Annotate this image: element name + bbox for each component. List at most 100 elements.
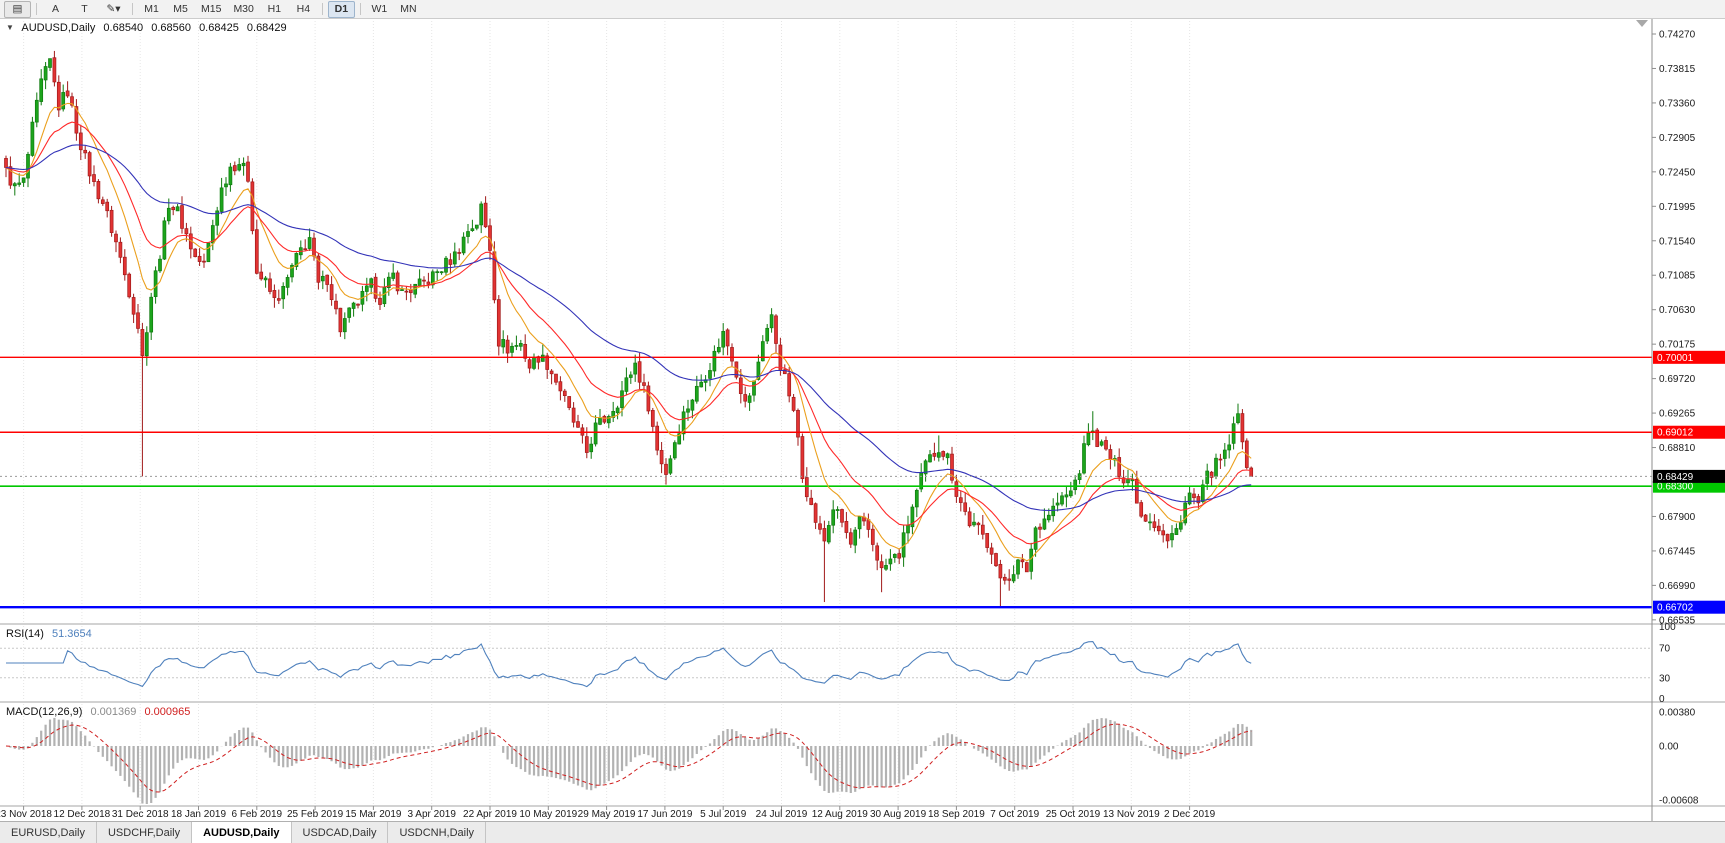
candle-body (1218, 458, 1223, 461)
chart-windows-icon[interactable]: ▤ (4, 0, 31, 18)
candle-body (237, 164, 242, 171)
candle-body (840, 509, 844, 523)
candle-body (175, 206, 180, 212)
candle-body (906, 525, 910, 534)
candle-body (664, 463, 668, 475)
candle-body (224, 183, 228, 188)
drawing-tools-button[interactable]: ✎▾ (106, 3, 121, 15)
tab-usdchf[interactable]: USDCHF,Daily (96, 822, 193, 843)
candle-body (994, 553, 998, 567)
candle-body (681, 411, 686, 435)
timeframe-h4-button[interactable]: H4 (296, 3, 311, 15)
candle-body (56, 81, 61, 111)
date-axis-label: 25 Oct 2019 (1046, 809, 1101, 820)
candle-body (897, 553, 902, 559)
candle-body (312, 237, 316, 257)
candle-body (1139, 502, 1144, 517)
timeframe-d1-button[interactable]: D1 (327, 0, 355, 18)
candle-body (738, 377, 743, 394)
tab-usdcnh[interactable]: USDCNH,Daily (388, 822, 487, 843)
price-axis-label: 0.69265 (1659, 409, 1696, 420)
candle-body (479, 203, 484, 226)
timeframe-mn-button[interactable]: MN (400, 3, 417, 15)
candle-body (382, 286, 387, 305)
tab-usdcad[interactable]: USDCAD,Daily (291, 822, 389, 843)
text-tool-button[interactable]: T (81, 3, 88, 15)
macd-axis-label: -0.00608 (1659, 796, 1699, 807)
collapse-chart-icon[interactable]: ▼ (6, 23, 14, 32)
rsi-title: RSI(14) (6, 628, 44, 640)
ohlc-open: 0.68540 (103, 22, 144, 34)
level-price-badge (1653, 600, 1725, 614)
candle-body (329, 284, 334, 301)
rsi-line (6, 641, 1252, 688)
candle-body (879, 561, 884, 569)
candle-body (8, 166, 13, 186)
candle-body (985, 533, 990, 548)
candle-body (1209, 471, 1214, 478)
date-axis-label: 13 Nov 2019 (1103, 809, 1160, 820)
price-axis-label: 0.71995 (1659, 202, 1696, 213)
candle-body (1086, 432, 1091, 446)
candle-body (941, 451, 946, 457)
candle-body (1007, 578, 1012, 581)
tab-audusd[interactable]: AUDUSD,Daily (192, 822, 292, 843)
level-price-badge (1653, 425, 1725, 439)
candle-body (540, 354, 545, 362)
tab-eurusd[interactable]: EURUSD,Daily (0, 822, 97, 843)
candle-body (400, 289, 404, 291)
candle-body (386, 276, 391, 289)
candle-body (61, 92, 66, 110)
price-axis-label: 0.74270 (1659, 30, 1696, 41)
candle-body (1024, 562, 1029, 573)
candle-body (628, 374, 633, 378)
timeframe-m15-button[interactable]: M15 (201, 3, 222, 15)
timeframe-m30-button[interactable]: M30 (233, 3, 254, 15)
ma-fast-line (5, 102, 1252, 562)
candle-body (637, 361, 642, 383)
candle-body (620, 390, 624, 408)
candle-body (417, 278, 422, 286)
date-axis-label: 17 Jun 2019 (637, 809, 692, 820)
candle-body (690, 399, 695, 411)
ohlc-low: 0.68425 (199, 22, 239, 34)
candle-body (752, 380, 756, 396)
timeframe-m5-button[interactable]: M5 (173, 3, 188, 15)
candle-body (505, 339, 510, 354)
macd-title: MACD(12,26,9) (6, 706, 83, 718)
candle-body (804, 477, 809, 498)
candle-body (747, 395, 752, 403)
candle-body (422, 279, 426, 282)
candle-body (1174, 528, 1179, 535)
candle-body (404, 290, 409, 293)
timeframe-w1-button[interactable]: W1 (371, 3, 388, 15)
candle-body (1240, 413, 1245, 443)
pointer-tool-button[interactable]: A (51, 3, 59, 15)
timeframe-h1-button[interactable]: H1 (267, 3, 282, 15)
candle-body (202, 260, 206, 263)
candle-body (1117, 457, 1122, 478)
candle-body (96, 181, 101, 200)
candle-body (624, 377, 629, 392)
candle-body (571, 407, 576, 423)
candle-body (171, 207, 176, 211)
chart-shift-marker-icon[interactable] (1636, 20, 1648, 27)
candle-body (932, 452, 937, 457)
candle-body (1222, 449, 1227, 459)
candle-body (272, 290, 277, 298)
candle-body (325, 274, 330, 285)
candle-body (756, 361, 761, 380)
price-axis-label: 0.67445 (1659, 546, 1696, 557)
candle-body (1200, 484, 1205, 502)
candle-body (347, 307, 352, 318)
candle-body (21, 177, 26, 183)
candle-body (1196, 496, 1201, 504)
candle-body (1152, 521, 1157, 528)
candle-body (606, 416, 611, 424)
candle-body (206, 242, 211, 263)
candle-body (967, 511, 972, 527)
macd-axis-label: 0.00 (1659, 742, 1679, 753)
timeframe-m1-button[interactable]: M1 (144, 3, 159, 15)
candle-body (875, 545, 880, 561)
